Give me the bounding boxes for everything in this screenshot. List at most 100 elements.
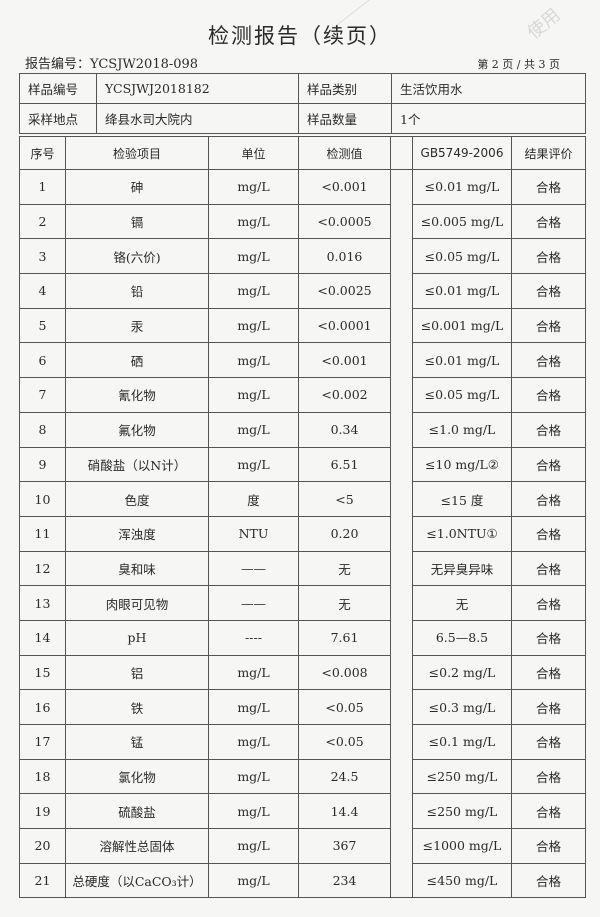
unit: mg/L <box>208 446 299 483</box>
sample-no: YCSJWJ2018182 <box>96 73 299 104</box>
header-unit: 单位 <box>208 136 299 170</box>
test-item: pH <box>65 619 209 656</box>
standard-limit: ≤0.1 mg/L <box>412 724 512 760</box>
gap-cell <box>390 585 413 621</box>
standard-limit: 6.5—8.5 <box>412 619 512 656</box>
gap-cell <box>390 447 413 482</box>
standard-limit: ≤250 mg/L <box>412 758 512 795</box>
result: 合格 <box>511 203 586 240</box>
gap-cell <box>390 655 413 690</box>
gap-cell <box>390 551 413 586</box>
test-item: 硝酸盐（以N计） <box>65 446 209 483</box>
measured-value: 无 <box>298 550 391 587</box>
test-item: 镉 <box>65 203 209 240</box>
gap-cell <box>390 689 413 725</box>
standard-limit: ≤1.0NTU① <box>412 515 512 552</box>
measured-value: <0.05 <box>298 689 391 725</box>
table-row: 21 总硬度（以CaCO₃计） mg/L 234 ≤450 mg/L 合格 <box>19 862 586 899</box>
measured-value: 0.34 <box>298 411 391 448</box>
test-item: 汞 <box>65 307 209 344</box>
table-header: 序号 检验项目 单位 检测值 GB5749-2006 结果评价 <box>19 136 586 170</box>
test-item: 铁 <box>65 689 209 725</box>
unit: ---- <box>208 619 299 656</box>
sample-info-table: 样品编号 YCSJWJ2018182 样品类别 生活饮用水 采样地点 绛县水司大… <box>19 73 586 134</box>
gap-cell <box>390 169 413 205</box>
header-item: 检验项目 <box>65 136 209 170</box>
gap-cell <box>390 273 413 309</box>
measured-value: 0.016 <box>298 238 391 275</box>
row-number: 4 <box>19 273 66 309</box>
unit: mg/L <box>208 411 299 448</box>
info-row: 采样地点 绛县水司大院内 样品数量 1个 <box>19 103 586 134</box>
gap-cell <box>390 759 413 794</box>
table-row: 2 镉 mg/L <0.0005 ≤0.005 mg/L 合格 <box>19 203 586 240</box>
result: 合格 <box>511 238 586 275</box>
location-label: 采样地点 <box>19 103 97 134</box>
standard-limit: 无 <box>412 585 512 621</box>
sample-no-label: 样品编号 <box>19 73 97 104</box>
measured-value: <5 <box>298 481 391 517</box>
result: 合格 <box>511 411 586 448</box>
sample-type: 生活饮用水 <box>391 73 586 104</box>
row-number: 5 <box>19 307 66 344</box>
test-item: 硒 <box>65 342 209 379</box>
standard-limit: ≤0.001 mg/L <box>412 307 512 344</box>
row-number: 14 <box>19 619 66 656</box>
unit: mg/L <box>208 307 299 344</box>
quantity: 1个 <box>391 103 586 134</box>
row-number: 2 <box>19 203 66 240</box>
measured-value: <0.0005 <box>298 203 391 240</box>
test-item: 肉眼可见物 <box>65 585 209 621</box>
result: 合格 <box>511 585 586 621</box>
unit: mg/L <box>208 758 299 795</box>
measured-value: <0.008 <box>298 654 391 691</box>
test-item: 铬(六价) <box>65 238 209 275</box>
test-item: 色度 <box>65 481 209 517</box>
header-value: 检测值 <box>298 136 391 170</box>
result: 合格 <box>511 619 586 656</box>
result: 合格 <box>511 342 586 379</box>
measured-value: <0.0025 <box>298 273 391 309</box>
test-item: 氰化物 <box>65 377 209 413</box>
result: 合格 <box>511 654 586 691</box>
result: 合格 <box>511 793 586 830</box>
gap-cell <box>390 828 413 864</box>
standard-limit: ≤0.005 mg/L <box>412 203 512 240</box>
unit: mg/L <box>208 862 299 899</box>
gap-cell <box>390 620 413 656</box>
row-number: 18 <box>19 758 66 795</box>
test-item: 氯化物 <box>65 758 209 795</box>
measured-value: <0.001 <box>298 169 391 205</box>
row-number: 3 <box>19 238 66 275</box>
unit: mg/L <box>208 273 299 309</box>
table-row: 17 锰 mg/L <0.05 ≤0.1 mg/L 合格 <box>19 724 586 760</box>
table-row: 4 铅 mg/L <0.0025 ≤0.01 mg/L 合格 <box>19 273 586 309</box>
measured-value: <0.05 <box>298 724 391 760</box>
unit: mg/L <box>208 793 299 830</box>
result: 合格 <box>511 758 586 795</box>
measured-value: 234 <box>298 862 391 899</box>
measured-value: 无 <box>298 585 391 621</box>
table-row: 6 硒 mg/L <0.001 ≤0.01 mg/L 合格 <box>19 342 586 379</box>
table-row: 20 溶解性总固体 mg/L 367 ≤1000 mg/L 合格 <box>19 828 586 864</box>
unit: mg/L <box>208 238 299 275</box>
standard-limit: 无异臭异味 <box>412 550 512 587</box>
row-number: 13 <box>19 585 66 621</box>
gap-cell <box>390 238 413 274</box>
gap-cell <box>390 793 413 829</box>
unit: 度 <box>208 481 299 517</box>
result: 合格 <box>511 828 586 864</box>
row-number: 17 <box>19 724 66 760</box>
table-row: 19 硫酸盐 mg/L 14.4 ≤250 mg/L 合格 <box>19 793 586 830</box>
gap-cell <box>390 481 413 517</box>
row-number: 19 <box>19 793 66 830</box>
gap-cell <box>390 308 413 343</box>
standard-limit: ≤250 mg/L <box>412 793 512 830</box>
table-row: 7 氰化物 mg/L <0.002 ≤0.05 mg/L 合格 <box>19 377 586 413</box>
page-info: 第 2 页 / 共 3 页 <box>477 58 560 71</box>
unit: mg/L <box>208 828 299 864</box>
table-row: 10 色度度 <5 ≤15 度合格 <box>19 481 586 517</box>
standard-limit: ≤0.01 mg/L <box>412 273 512 309</box>
gap-cell <box>390 412 413 447</box>
measured-value: 6.51 <box>298 446 391 483</box>
